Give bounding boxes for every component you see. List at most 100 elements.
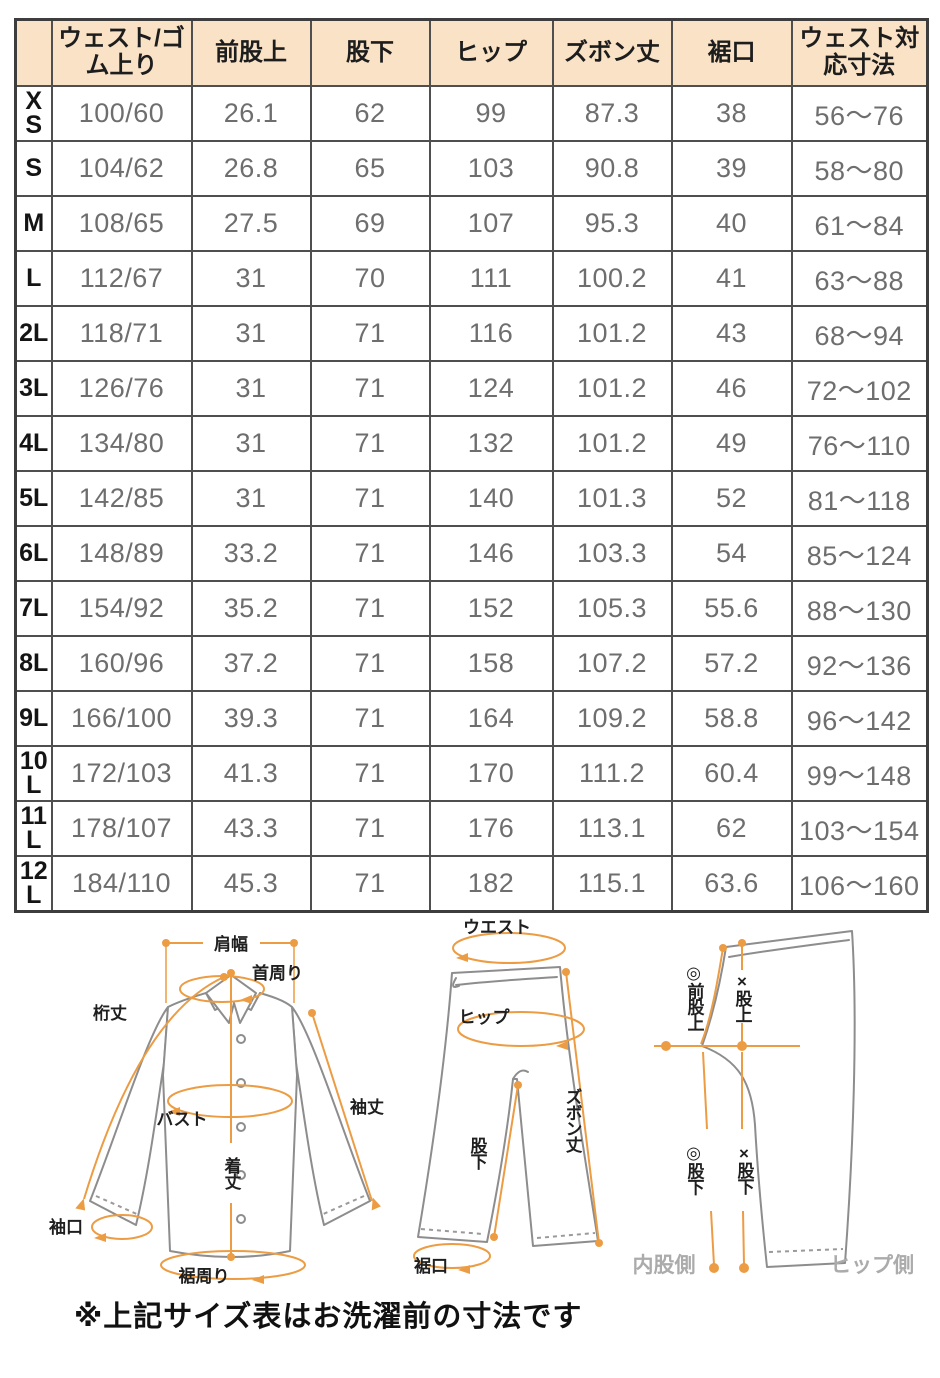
- arrowhead: [252, 1275, 264, 1284]
- hem-opening-ellipse: [413, 1243, 491, 1269]
- measurement-cell: 56〜76: [790, 85, 929, 142]
- size-label: 5L: [14, 470, 53, 527]
- col-header-inseam: 股下: [309, 18, 431, 87]
- col-header-front-rise: 前股上: [190, 18, 312, 87]
- measurement-cell: 71: [309, 855, 431, 913]
- size-label: 10L: [14, 745, 53, 802]
- measurement-cell: 72〜102: [790, 360, 929, 417]
- measurement-cell: 54: [670, 525, 793, 582]
- measurement-cell: 33.2: [190, 525, 312, 582]
- measurement-cell: 146: [428, 525, 554, 582]
- size-label: 6L: [14, 525, 53, 582]
- pants-waistband-line: [455, 976, 558, 986]
- measurement-cell: 142/85: [50, 470, 193, 527]
- measurement-cell: 103〜154: [790, 800, 929, 857]
- measurement-cell: 148/89: [50, 525, 193, 582]
- measurement-cell: 103: [428, 140, 554, 197]
- size-label: 11L: [14, 800, 53, 857]
- measurement-cell: 39.3: [190, 690, 312, 747]
- sleeve-length-label: 袖丈: [350, 1097, 384, 1117]
- measurement-cell: 182: [428, 855, 554, 913]
- size-label: M: [14, 195, 53, 252]
- measurement-cell: 71: [309, 525, 431, 582]
- inseam-inner-label: ◎股下: [685, 1144, 705, 1197]
- measurement-cell: 111.2: [551, 745, 673, 802]
- measurement-cell: 170: [428, 745, 554, 802]
- measurement-cell: 58〜80: [790, 140, 929, 197]
- dimension-dot: [738, 939, 746, 947]
- measurement-cell: 184/110: [50, 855, 193, 913]
- measurement-cell: 31: [190, 250, 312, 307]
- arrowhead: [458, 1265, 470, 1274]
- neck-girth-label: 首周り: [252, 963, 303, 983]
- measurement-cell: 71: [309, 690, 431, 747]
- measurement-cell: 154/92: [50, 580, 193, 637]
- body-length-label: 着丈: [222, 1156, 243, 1191]
- measurement-cell: 58.8: [670, 690, 793, 747]
- measurement-cell: 65: [309, 140, 431, 197]
- measurement-cell: 71: [309, 800, 431, 857]
- sleeve-reach-label: 桁丈: [93, 1004, 127, 1023]
- pants-fly-hook: [512, 1069, 529, 1080]
- measurement-cell: 71: [309, 580, 431, 637]
- hip-side-label: ヒップ側: [830, 1254, 914, 1277]
- bust-label: バスト: [157, 1110, 208, 1129]
- col-header-hip: ヒップ: [428, 18, 554, 87]
- waist-label: ウエスト: [463, 918, 531, 937]
- measurement-cell: 178/107: [50, 800, 193, 857]
- measurement-cell: 43.3: [190, 800, 312, 857]
- inseam-inner-line: [702, 1051, 708, 1130]
- measurement-cell: 87.3: [551, 85, 673, 142]
- measurement-cell: 95.3: [551, 195, 673, 252]
- measurement-cell: 81〜118: [790, 470, 929, 527]
- measurement-cell: 76〜110: [790, 415, 929, 472]
- table-row: S 104/62 26.8 65 103 90.8 39 58〜80: [14, 140, 929, 197]
- arrowhead: [371, 1197, 381, 1211]
- measurement-cell: 100/60: [50, 85, 193, 142]
- measurement-cell: 172/103: [50, 745, 193, 802]
- pants-right-hem-stitch: [536, 1232, 596, 1239]
- measurement-cell: 104/62: [50, 140, 193, 197]
- rise-label: ×股上: [733, 972, 753, 1023]
- size-label: 8L: [14, 635, 53, 692]
- measurement-cell: 158: [428, 635, 554, 692]
- measurement-cell: 60.4: [670, 745, 793, 802]
- dimension-dot: [737, 1041, 747, 1051]
- measurement-cell: 45.3: [190, 855, 312, 913]
- measurement-cell: 99〜148: [790, 745, 929, 802]
- measurement-cell: 101.2: [551, 305, 673, 362]
- hem-girth-ellipse: [160, 1250, 306, 1280]
- table-row: 11L 178/107 43.3 71 176 113.1 62 103〜154: [14, 800, 929, 857]
- table-row: 9L 166/100 39.3 71 164 109.2 58.8 96〜142: [14, 690, 929, 747]
- measurement-cell: 41: [670, 250, 793, 307]
- dimension-dot: [290, 939, 298, 947]
- shirt-left-sleeve: [89, 1006, 169, 1226]
- hem-girth-label: 裾周り: [179, 1266, 230, 1286]
- measurement-cell: 152: [428, 580, 554, 637]
- shirt-figure: 肩幅 首周り 桁丈 バスト 着丈 袖丈 袖口 裾周り: [49, 934, 384, 1286]
- size-label: 12L: [14, 855, 53, 913]
- measurement-cell: 31: [190, 415, 312, 472]
- dimension-dot: [595, 1239, 603, 1247]
- hip-label: ヒップ: [459, 1007, 511, 1027]
- measurement-cell: 88〜130: [790, 580, 929, 637]
- measurement-cell: 71: [309, 635, 431, 692]
- table-row: 3L 126/76 31 71 124 101.2 46 72〜102: [14, 360, 929, 417]
- inseam-inner-line2: [710, 1210, 715, 1266]
- table-row: 2L 118/71 31 71 116 101.2 43 68〜94: [14, 305, 929, 362]
- measurement-cell: 27.5: [190, 195, 312, 252]
- dimension-dot: [220, 973, 228, 981]
- measurement-cell: 37.2: [190, 635, 312, 692]
- cuff-opening-ellipse: [91, 1214, 153, 1240]
- measurement-cell: 134/80: [50, 415, 193, 472]
- measurement-cell: 41.3: [190, 745, 312, 802]
- measurement-cell: 31: [190, 305, 312, 362]
- table-row: 5L 142/85 31 71 140 101.3 52 81〜118: [14, 470, 929, 527]
- measurement-cell: 100.2: [551, 250, 673, 307]
- arrowhead: [240, 995, 252, 1004]
- header-row: ウェスト/ゴム上り 前股上 股下 ヒップ ズボン丈 裾口 ウェスト対応寸法: [14, 18, 929, 87]
- measurement-cell: 43: [670, 305, 793, 362]
- col-header-waist-range: ウェスト対応寸法: [790, 18, 929, 87]
- shoulder-width-label: 肩幅: [214, 934, 248, 954]
- table-row: L 112/67 31 70 111 100.2 41 63〜88: [14, 250, 929, 307]
